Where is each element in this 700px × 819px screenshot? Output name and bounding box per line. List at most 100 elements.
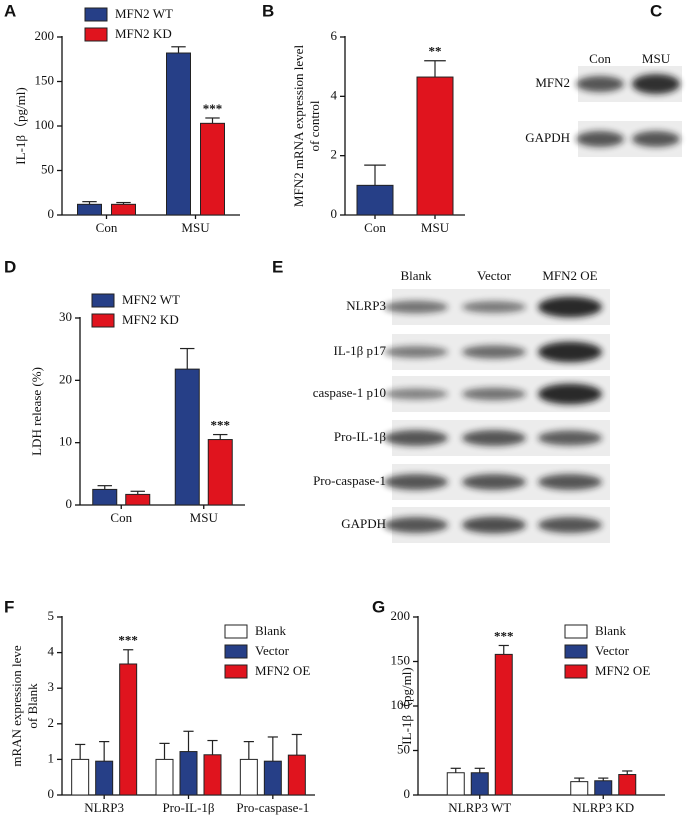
y-axis-label: mRAN expression leve	[9, 645, 24, 767]
legend-swatch	[91, 293, 115, 308]
y-tick-label: 200	[35, 28, 55, 43]
x-tick-label: Pro-IL-1β	[162, 800, 214, 815]
blot-column-label: MSU	[642, 51, 671, 66]
blot-row-label: Pro-caspase-1	[313, 473, 386, 488]
y-tick-label: 2	[48, 715, 55, 730]
blot-row-label: NLRP3	[346, 298, 386, 313]
x-tick-label: NLRP3	[84, 800, 124, 815]
blot-band	[462, 516, 526, 534]
legend-swatch	[224, 644, 248, 659]
bar	[494, 653, 513, 796]
x-tick-label: Con	[364, 220, 386, 235]
bar	[470, 772, 489, 796]
legend-swatch	[564, 664, 588, 679]
legend-swatch	[564, 624, 588, 639]
y-tick-label: 30	[59, 309, 72, 324]
x-tick-label: NLRP3 KD	[572, 800, 634, 815]
blot-band	[462, 474, 526, 490]
y-tick-label: 10	[59, 434, 72, 449]
blot-band	[462, 387, 526, 401]
bar	[174, 368, 200, 506]
blot-band	[462, 301, 526, 313]
significance-label: ***	[118, 633, 138, 648]
blot-band	[538, 517, 602, 533]
blot-band	[538, 474, 602, 490]
bar	[119, 663, 138, 796]
y-axis-label: LDH release (%)	[29, 367, 44, 456]
y-tick-label: 6	[331, 28, 338, 43]
y-tick-label: 1	[48, 750, 55, 765]
x-tick-label: NLRP3 WT	[448, 800, 511, 815]
blot-band	[538, 296, 602, 318]
x-tick-label: MSU	[181, 220, 210, 235]
legend-label: Vector	[255, 643, 290, 658]
blot-row-label: GAPDH	[525, 130, 570, 145]
legend-label: MFN2 OE	[595, 663, 650, 678]
bar	[111, 203, 136, 216]
y-axis-label: IL-1β（pg/ml)	[399, 667, 414, 744]
bar	[77, 203, 102, 216]
x-tick-label: Con	[96, 220, 118, 235]
blot-band	[576, 131, 624, 147]
blot-column-label: Con	[589, 51, 611, 66]
y-tick-label: 0	[48, 206, 55, 221]
bar	[618, 774, 637, 796]
bar	[594, 780, 613, 796]
y-tick-label: 50	[397, 741, 410, 756]
y-tick-label: 20	[59, 371, 72, 386]
legend-label: Blank	[255, 623, 287, 638]
y-tick-label: 200	[391, 608, 411, 623]
blot-band	[384, 474, 448, 490]
y-tick-label: 0	[331, 206, 338, 221]
blot-band	[462, 430, 526, 446]
bar	[155, 758, 174, 796]
significance-label: ***	[494, 628, 514, 643]
blot-band	[384, 388, 448, 400]
panel-label: A	[4, 1, 16, 20]
y-tick-label: 50	[41, 161, 54, 176]
blot-band	[538, 430, 602, 446]
panel-label: B	[262, 1, 274, 20]
blot-band	[632, 131, 680, 147]
blot-column-label: Vector	[477, 268, 512, 283]
legend-label: Vector	[595, 643, 630, 658]
blot-band	[384, 430, 448, 446]
blot-band	[384, 517, 448, 533]
legend-swatch	[91, 313, 115, 328]
legend-label: MFN2 KD	[122, 312, 179, 327]
y-tick-label: 0	[66, 496, 73, 511]
bar	[416, 76, 454, 216]
bar	[166, 52, 191, 216]
blot-column-label: MFN2 OE	[542, 268, 597, 283]
legend-swatch	[224, 664, 248, 679]
x-tick-label: Con	[110, 510, 132, 525]
blot-band	[632, 74, 680, 94]
significance-label: ***	[203, 101, 223, 116]
panel-label: G	[372, 597, 385, 616]
legend-label: MFN2 WT	[122, 292, 180, 307]
bar	[570, 781, 589, 796]
y-tick-label: 4	[331, 87, 338, 102]
significance-label: ***	[211, 418, 231, 433]
bar	[356, 184, 394, 216]
bar	[287, 754, 306, 796]
blot-band	[384, 346, 448, 358]
bar	[92, 488, 118, 506]
y-tick-label: 2	[331, 147, 338, 162]
x-tick-label: MSU	[421, 220, 450, 235]
y-axis-label: of Blank	[25, 683, 40, 729]
x-tick-label: Pro-caspase-1	[236, 800, 309, 815]
bar	[71, 758, 90, 796]
x-tick-label: MSU	[190, 510, 219, 525]
y-tick-label: 3	[48, 679, 55, 694]
y-tick-label: 100	[391, 697, 411, 712]
y-axis-label: of control	[307, 100, 322, 151]
panel-label: E	[272, 257, 283, 276]
legend-swatch	[84, 27, 108, 42]
legend-swatch	[224, 624, 248, 639]
bar	[207, 439, 233, 506]
bar	[446, 772, 465, 796]
y-tick-label: 5	[48, 608, 55, 623]
blot-band	[384, 300, 448, 314]
y-axis-label: IL-1β（pg/ml)	[13, 87, 28, 164]
